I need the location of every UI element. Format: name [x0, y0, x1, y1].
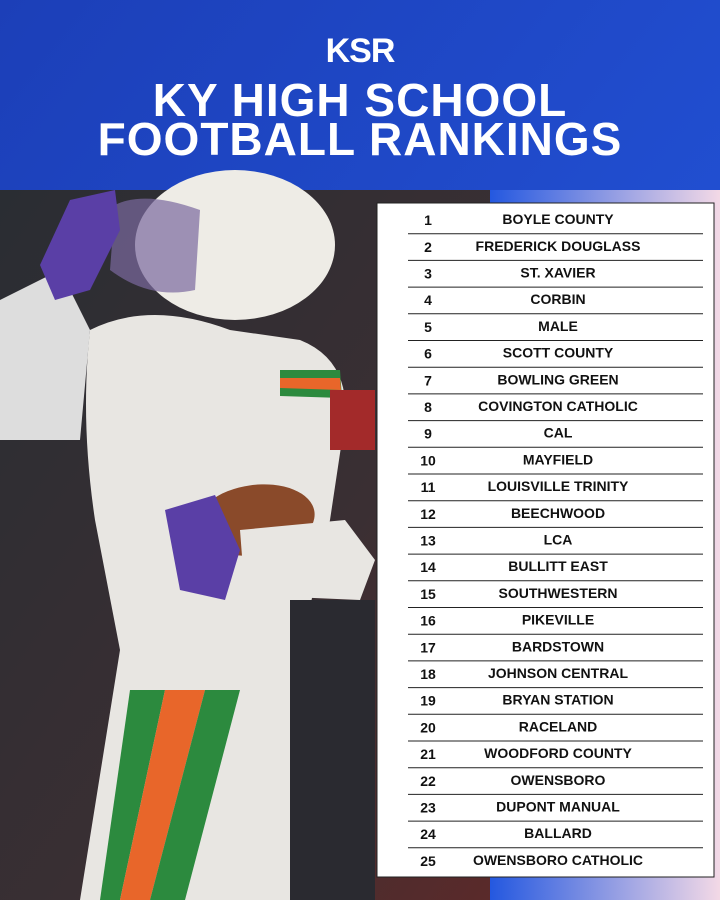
team-name: SOUTHWESTERN — [499, 585, 618, 601]
rank: 3 — [424, 265, 432, 281]
team-name: BRYAN STATION — [502, 692, 613, 708]
rank: 20 — [420, 719, 436, 735]
team-name: MAYFIELD — [523, 451, 593, 467]
rank: 18 — [420, 666, 436, 682]
team-name: RACELAND — [519, 718, 598, 734]
team-name: LOUISVILLE TRINITY — [488, 478, 629, 494]
rank: 22 — [420, 773, 436, 789]
team-name: SCOTT COUNTY — [503, 345, 614, 361]
team-name: FREDERICK DOUGLASS — [476, 238, 641, 254]
rank: 8 — [424, 399, 432, 415]
team-name: BALLARD — [524, 825, 592, 841]
rank: 1 — [424, 212, 432, 228]
team-name: COVINGTON CATHOLIC — [478, 398, 638, 414]
team-name: BULLITT EAST — [508, 558, 608, 574]
rank: 19 — [420, 693, 436, 709]
team-name: BOWLING GREEN — [497, 371, 618, 387]
team-name: BARDSTOWN — [512, 638, 604, 654]
team-name: BOYLE COUNTY — [502, 211, 614, 227]
team-name: JOHNSON CENTRAL — [488, 665, 628, 681]
team-name: LCA — [544, 531, 573, 547]
rank: 11 — [421, 479, 436, 495]
rank: 16 — [420, 613, 436, 629]
rank: 10 — [420, 452, 436, 468]
rank: 12 — [420, 506, 436, 522]
team-name: BEECHWOOD — [511, 505, 605, 521]
rank: 14 — [420, 559, 436, 575]
team-name: DUPONT MANUAL — [496, 798, 620, 814]
team-name: OWENSBORO — [511, 772, 606, 788]
logo: KSR — [326, 32, 395, 70]
rank: 2 — [424, 239, 432, 255]
rank: 15 — [420, 586, 436, 602]
team-name: MALE — [538, 318, 578, 334]
team-name: PIKEVILLE — [522, 612, 594, 628]
rank: 17 — [420, 639, 436, 655]
rank: 25 — [420, 853, 436, 869]
rank: 24 — [420, 826, 436, 842]
rank: 4 — [424, 292, 432, 308]
rank: 5 — [424, 319, 432, 335]
team-name: WOODFORD COUNTY — [484, 745, 632, 761]
rank: 13 — [420, 532, 436, 548]
title-line: FOOTBALL RANKINGS — [98, 113, 623, 165]
team-name: ST. XAVIER — [520, 264, 595, 280]
team-name: OWENSBORO CATHOLIC — [473, 852, 643, 868]
team-name: CORBIN — [530, 291, 585, 307]
rank: 9 — [424, 426, 432, 442]
rank: 21 — [420, 746, 436, 762]
rankings-table — [376, 202, 715, 878]
team-name: CAL — [544, 425, 573, 441]
rank: 23 — [420, 799, 436, 815]
rank: 6 — [424, 346, 432, 362]
table-rows: 1 BOYLE COUNTY 2 FREDERICK DOUGLASS 3 ST. XAV… — [408, 211, 703, 869]
title-line: KY HIGH SCHOOL — [153, 74, 567, 126]
rank: 7 — [424, 372, 432, 388]
